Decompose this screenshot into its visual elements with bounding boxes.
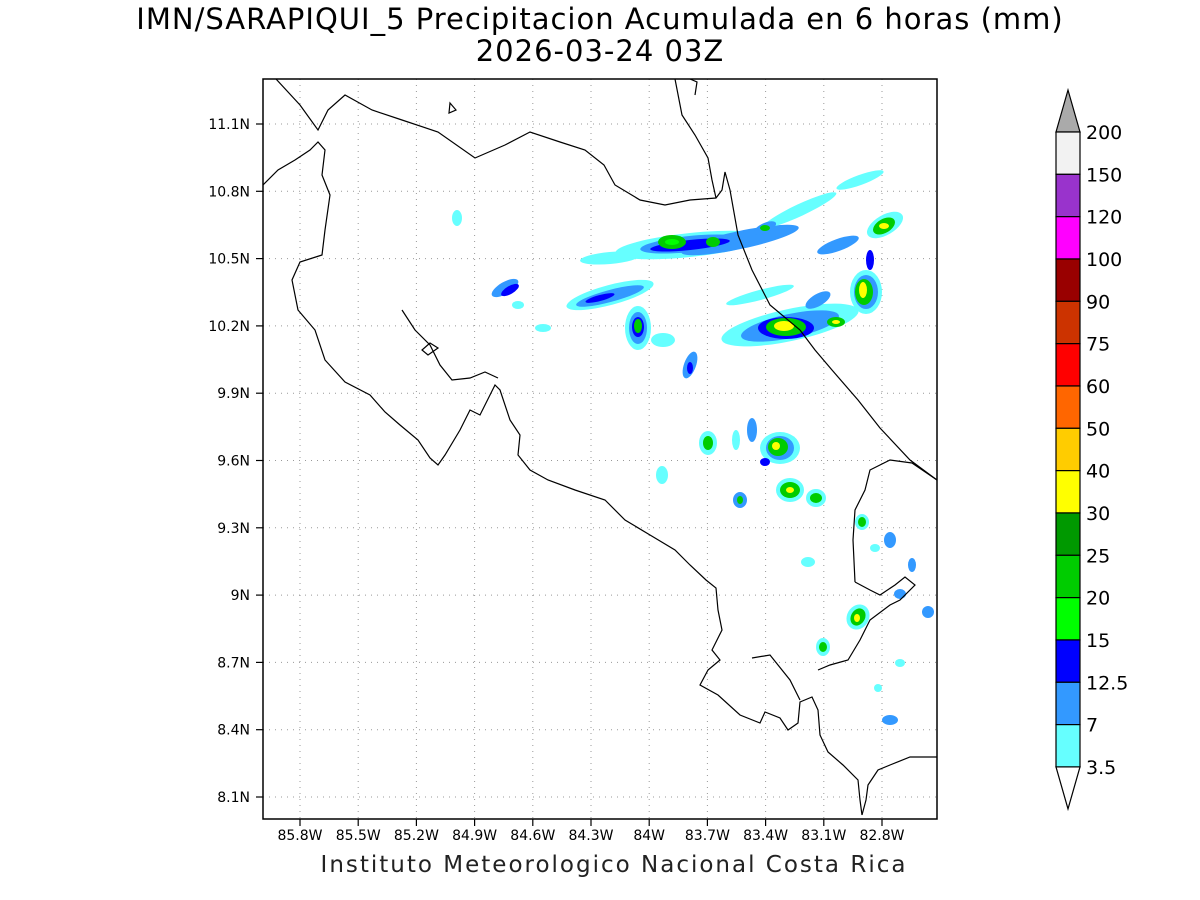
precip-cell <box>726 235 859 309</box>
lon-tick-label: 82.8W <box>859 828 904 844</box>
precip-cell <box>625 306 651 350</box>
colorbar-swatch <box>1055 343 1081 387</box>
lat-tick-label: 9.3N <box>217 521 250 537</box>
credit-text: Instituto Meteorologico Nacional Costa R… <box>320 852 908 878</box>
map-frame <box>262 78 938 820</box>
colorbar-label: 60 <box>1086 376 1110 398</box>
lat-tick-label: 10.2N <box>208 319 250 335</box>
colorbar-label: 3.5 <box>1086 757 1116 779</box>
precip-cell <box>452 210 551 332</box>
colorbar-swatch <box>1055 173 1081 218</box>
lon-tick-label: 84.3W <box>568 828 613 844</box>
precipitation-field <box>452 170 934 725</box>
coastlines-and-borders <box>263 79 937 816</box>
precip-cell <box>816 604 905 725</box>
lat-tick-label: 11.1N <box>208 117 250 133</box>
colorbar-swatch <box>1055 427 1081 472</box>
lon-tick-label: 85.5W <box>336 828 381 844</box>
colorbar-swatch <box>1055 258 1081 302</box>
colorbar-label: 20 <box>1086 588 1110 610</box>
lon-tick-label: 85.8W <box>277 828 322 844</box>
precip-cell <box>760 432 800 466</box>
lat-tick-label: 9.6N <box>217 454 250 470</box>
colorbar-label: 40 <box>1086 461 1110 483</box>
colorbar-swatch <box>1055 216 1081 260</box>
colorbar-swatch <box>1055 639 1081 683</box>
lat-tick-label: 10.5N <box>208 252 250 268</box>
colorbar-swatch <box>1055 512 1081 556</box>
colorbar-label: 25 <box>1086 545 1110 567</box>
colorbar-swatch <box>1055 131 1081 175</box>
graticule <box>263 79 937 819</box>
lat-tick-label: 8.7N <box>217 655 250 671</box>
lon-tick-label: 84.9W <box>452 828 497 844</box>
colorbar-swatch <box>1055 681 1081 726</box>
colorbar-legend: 200 150 120 100 90 75 60 50 40 30 25 20 15 12.5 7 3.5 <box>1055 87 1128 812</box>
colorbar-swatch <box>1055 724 1081 768</box>
map-valid-time: 2026-03-24 03Z <box>475 34 725 68</box>
lon-tick-label: 84.6W <box>510 828 555 844</box>
lat-tick-label: 8.1N <box>217 790 250 806</box>
colorbar-label: 15 <box>1086 630 1110 652</box>
lon-tick-label: 84W <box>633 828 665 844</box>
map-title: IMN/SARAPIQUI_5 Precipitacion Acumulada … <box>136 2 1064 36</box>
colorbar-label: 75 <box>1086 334 1110 356</box>
precip-cell <box>753 170 884 235</box>
colorbar-label: 150 <box>1086 164 1122 186</box>
colorbar-label: 12.5 <box>1086 672 1128 694</box>
colorbar-label: 30 <box>1086 503 1110 525</box>
colorbar-label: 200 <box>1086 122 1122 144</box>
colorbar-label: 120 <box>1086 207 1122 229</box>
colorbar-swatch <box>1055 385 1081 429</box>
colorbar-label: 100 <box>1086 249 1122 271</box>
lon-tick-label: 83.1W <box>801 828 846 844</box>
precip-cell <box>566 251 654 311</box>
lat-tick-label: 8.4N <box>217 723 250 739</box>
latitude-axis: 11.1N 10.8N 10.5N 10.2N 9.9N 9.6N 9.3N 9N 8.7N 8.… <box>208 117 263 806</box>
lon-tick-label: 83.4W <box>743 828 788 844</box>
longitude-axis: 85.8W 85.5W 85.2W 84.9W 84.6W 84.3W 84W 83.7W 83… <box>277 819 905 844</box>
precip-cell <box>656 466 826 508</box>
lon-tick-label: 83.7W <box>685 828 730 844</box>
colorbar-swatch <box>1055 554 1081 599</box>
precip-cell <box>850 250 882 314</box>
precip-cell <box>699 418 757 455</box>
colorbar-bottom-arrow <box>1055 766 1081 812</box>
colorbar-swatch <box>1055 597 1081 641</box>
colorbar-label: 50 <box>1086 418 1110 440</box>
colorbar-swatch <box>1055 300 1081 345</box>
lat-tick-label: 9N <box>231 588 250 604</box>
colorbar-label: 7 <box>1086 715 1098 737</box>
precip-cell <box>651 333 698 379</box>
precip-cell <box>801 514 934 618</box>
lon-tick-label: 85.2W <box>394 828 439 844</box>
precip-cell <box>866 211 904 239</box>
colorbar-label: 90 <box>1086 291 1110 313</box>
precip-cell <box>721 303 859 347</box>
lat-tick-label: 9.9N <box>217 386 250 402</box>
lat-tick-label: 10.8N <box>208 184 250 200</box>
colorbar-top-arrow <box>1055 87 1081 133</box>
colorbar-swatch <box>1055 470 1081 514</box>
